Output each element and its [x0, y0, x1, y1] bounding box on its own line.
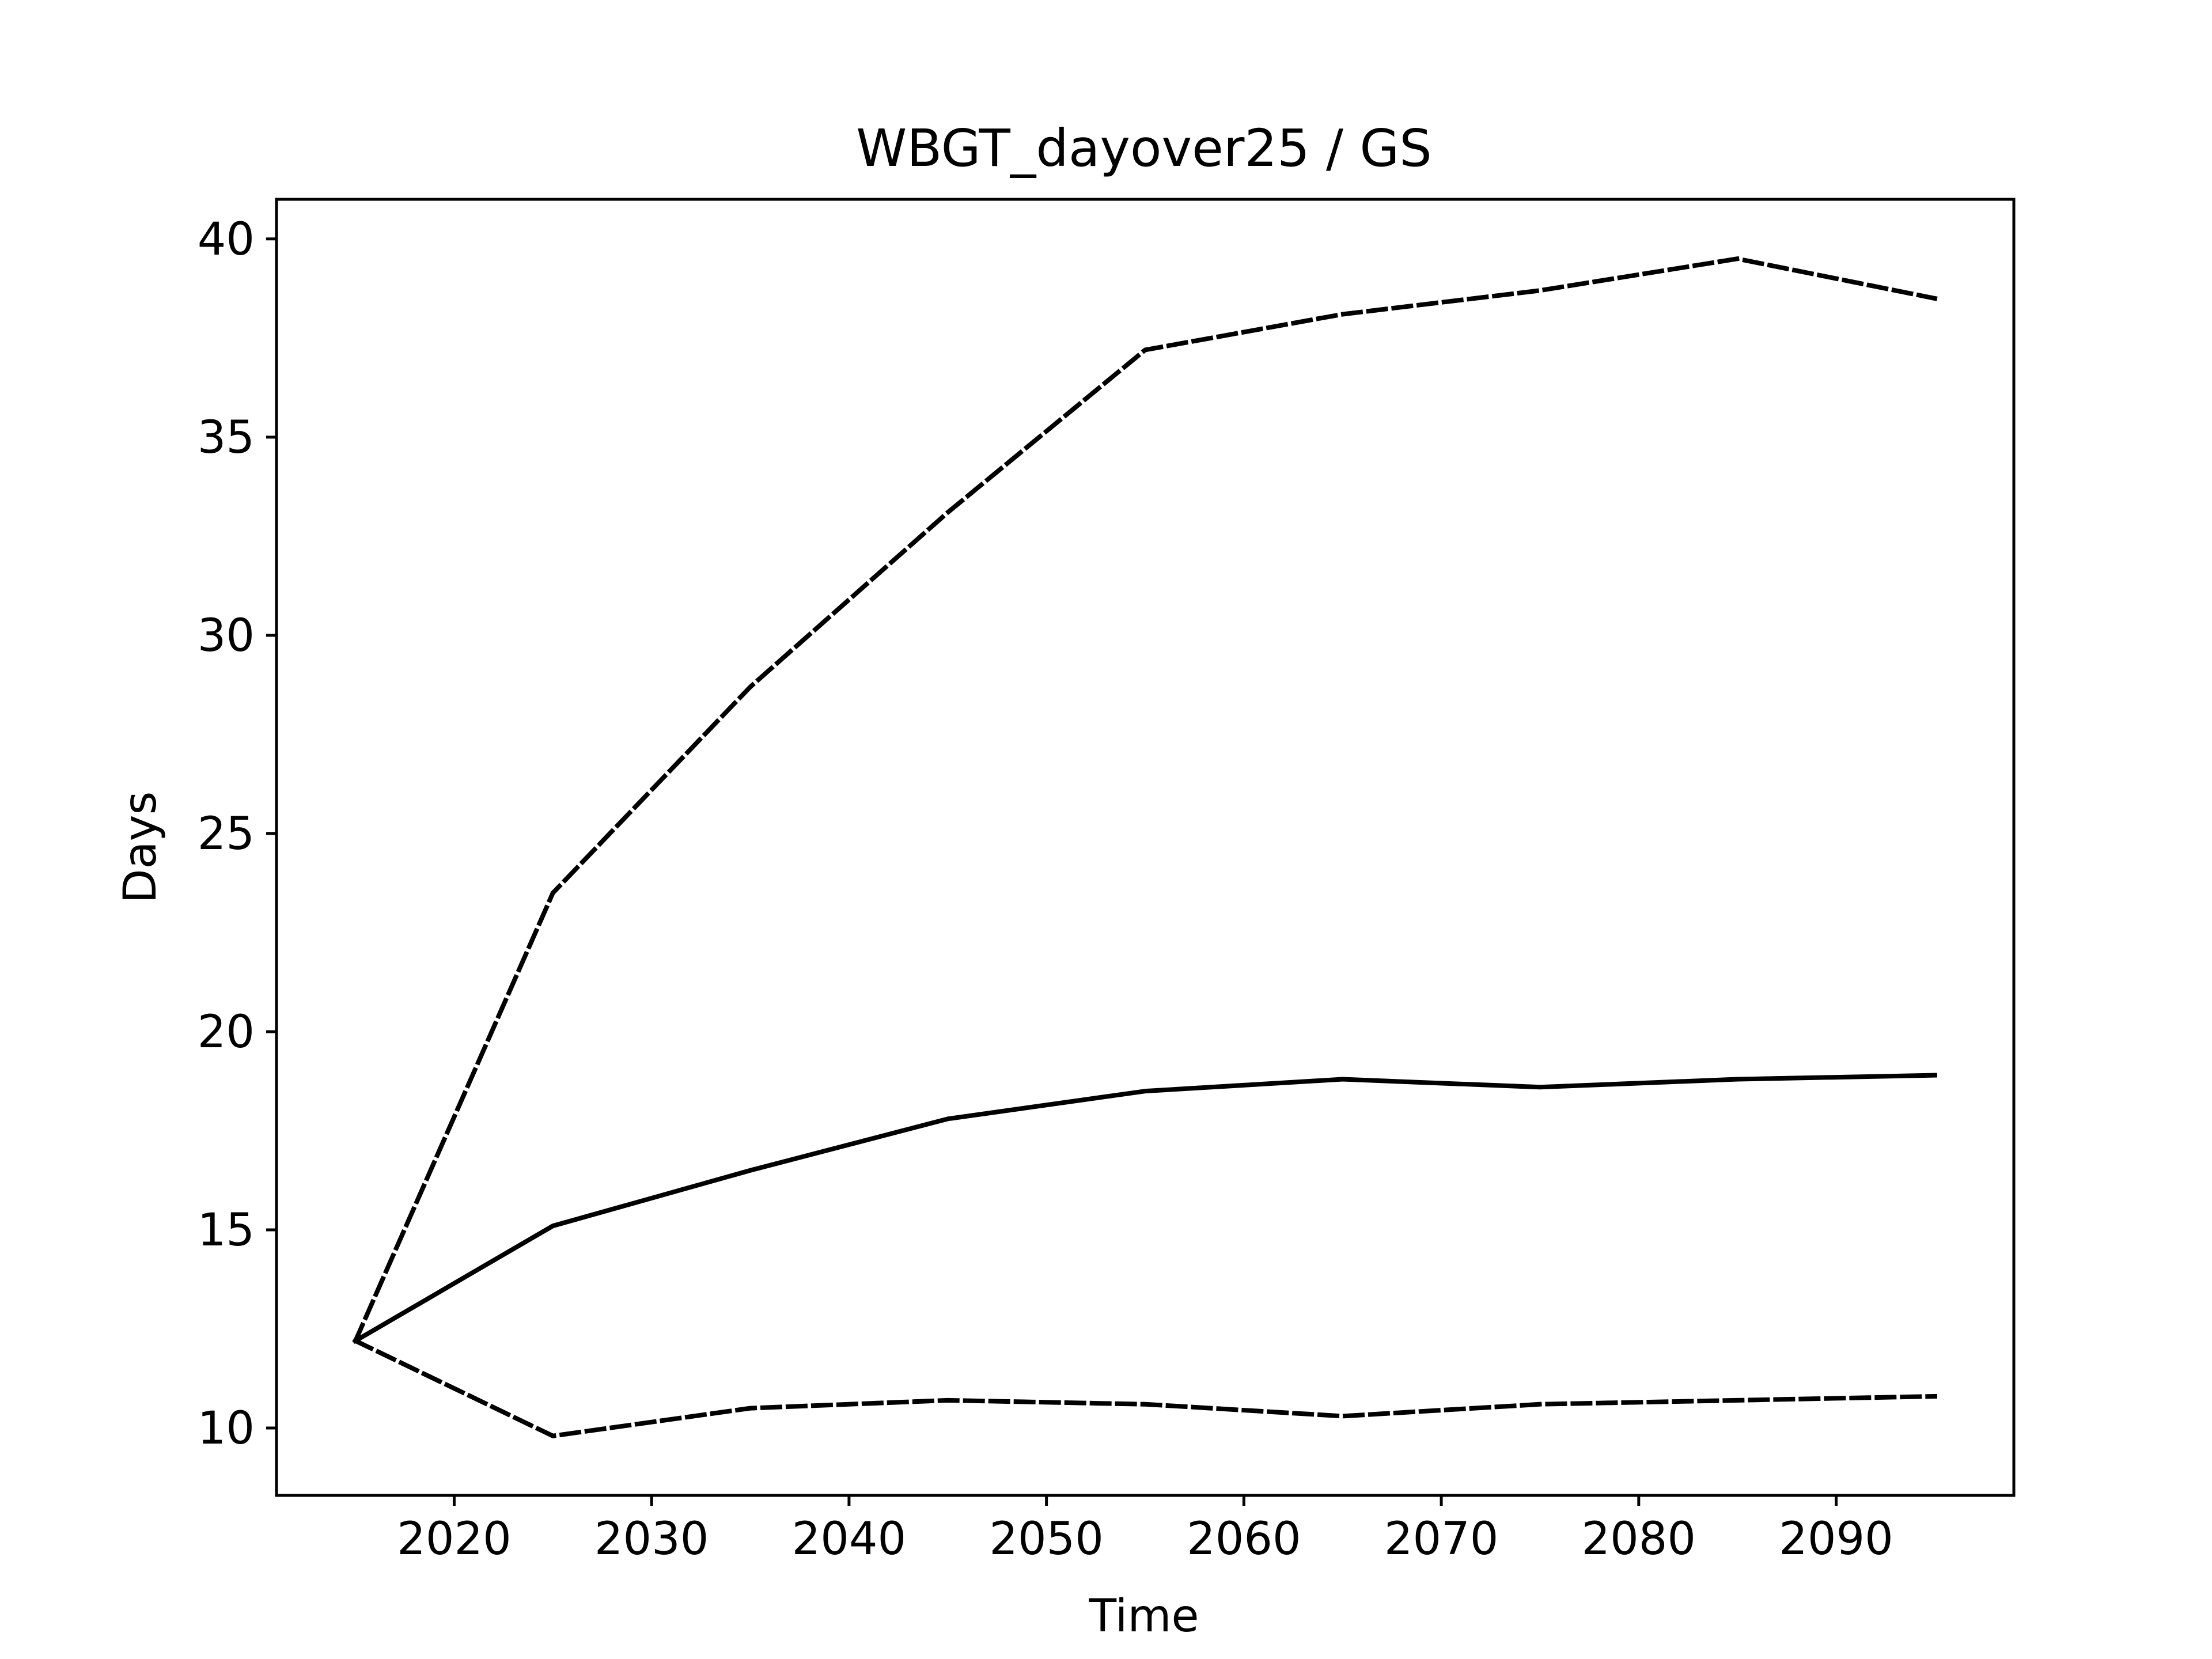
y-tick-label-20: 20 — [198, 1006, 255, 1058]
x-tick-label-2060: 2060 — [1187, 1513, 1301, 1565]
x-tick-label-2020: 2020 — [397, 1513, 512, 1565]
x-axis-ticks: 2020 2030 2040 2050 2060 2070 2080 2090 — [397, 1495, 1893, 1565]
x-tick-label-2070: 2070 — [1384, 1513, 1499, 1565]
x-tick-label-2050: 2050 — [989, 1513, 1104, 1565]
y-tick-label-15: 15 — [198, 1205, 255, 1256]
y-tick-label-40: 40 — [198, 214, 255, 266]
x-tick-label-2040: 2040 — [792, 1513, 907, 1565]
series-layer — [352, 256, 1938, 1438]
x-tick-label-2090: 2090 — [1779, 1513, 1893, 1565]
x-tick-label-2080: 2080 — [1582, 1513, 1696, 1565]
x-tick-label-2030: 2030 — [594, 1513, 709, 1565]
chart-title: WBGT_dayover25 / GS — [856, 118, 1432, 178]
y-tick-label-25: 25 — [198, 808, 255, 860]
y-tick-label-10: 10 — [198, 1403, 255, 1455]
y-tick-label-35: 35 — [198, 412, 255, 464]
series-line-1 — [352, 1338, 1937, 1438]
x-axis-label: Time — [1089, 1590, 1199, 1642]
plot-frame — [275, 198, 2016, 1497]
y-tick-label-30: 30 — [198, 610, 255, 662]
series-line-2 — [352, 1073, 1937, 1344]
series-line-3 — [352, 256, 1938, 1344]
y-axis-label: Days — [115, 791, 166, 904]
y-axis-ticks: 10 15 20 25 30 35 40 — [198, 214, 276, 1455]
